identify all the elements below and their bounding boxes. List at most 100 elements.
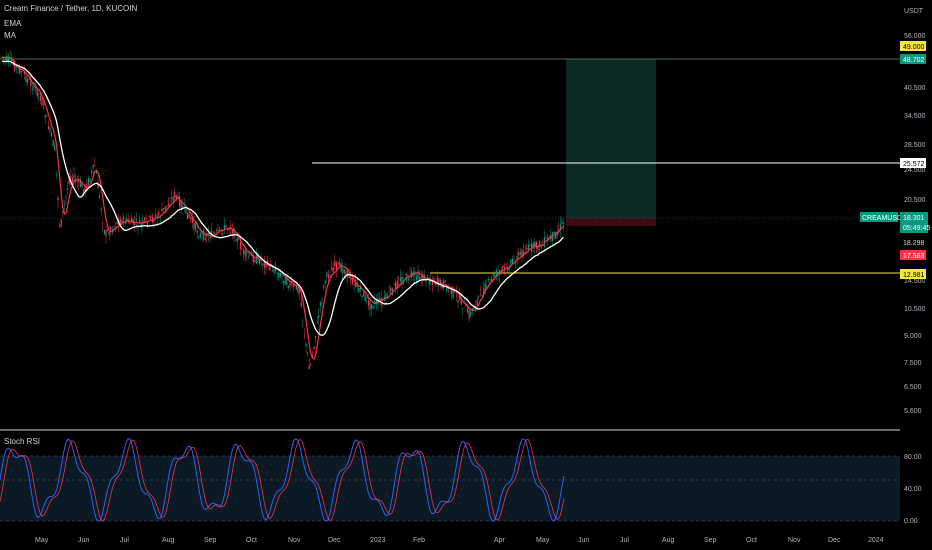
candle-body [33, 82, 35, 89]
candle-body [398, 283, 400, 285]
tag-48702[interactable]: 48.702 [900, 54, 926, 64]
candle-body [94, 165, 96, 167]
symbol-title[interactable]: Cream Finance / Tether, 1D, KUCOIN [4, 4, 138, 13]
candle-body [174, 191, 176, 199]
candle-body [59, 224, 61, 226]
svg-text:05:49:45: 05:49:45 [903, 225, 930, 232]
candlestick-series [1, 50, 565, 370]
candle-body [139, 220, 141, 223]
candle-body [209, 237, 211, 239]
yellow-level-tag[interactable]: 12.981 [900, 269, 926, 279]
candle-body [369, 301, 371, 310]
candle-body [334, 260, 336, 267]
time-label: May [35, 537, 49, 544]
candle-body [187, 212, 189, 220]
candle-body [340, 263, 342, 272]
candle-body [335, 262, 337, 271]
candle-body [83, 188, 85, 194]
candle-body [199, 232, 201, 237]
candle-body [111, 228, 113, 233]
candle-body [116, 221, 118, 224]
candle-body [399, 277, 401, 282]
stop-level-tag[interactable]: 17.563 [900, 250, 926, 260]
candle-body [502, 265, 504, 269]
candle-body [68, 178, 70, 185]
svg-text:18.298: 18.298 [903, 240, 925, 247]
candle-body [481, 295, 483, 297]
time-label: Jun [578, 537, 589, 544]
candle-body [455, 293, 457, 295]
candle-body [62, 211, 64, 213]
candle-body [155, 214, 157, 217]
candle-body [175, 195, 177, 199]
candle-body [468, 310, 470, 319]
stoch-rsi-legend[interactable]: Stoch RSI [4, 437, 41, 446]
symbol-tag[interactable]: CREAMUSDT [860, 212, 907, 222]
candle-body [425, 281, 427, 282]
candle-body [89, 178, 91, 182]
candle-body [457, 300, 459, 303]
candle-body [81, 184, 83, 188]
candle-body [204, 238, 206, 240]
candle-body [241, 248, 243, 250]
ma-legend[interactable]: MA [4, 31, 16, 40]
price-axis[interactable]: USDT 56.000 40.500 34.500 28.500 24.500 … [860, 8, 930, 525]
candle-body [513, 259, 515, 261]
candle-body [147, 221, 149, 226]
stoch-rsi-pane[interactable] [0, 438, 900, 522]
candle-body [143, 217, 145, 221]
last-price-tag[interactable]: 18.301 05:49:45 [900, 212, 930, 233]
candle-body [36, 89, 38, 97]
candle-body [313, 346, 315, 350]
candle-body [310, 364, 312, 366]
candle-body [73, 174, 75, 179]
candle-body [124, 222, 126, 225]
tag-49[interactable]: 49.000 [900, 41, 926, 51]
ema-legend[interactable]: EMA [4, 19, 22, 28]
time-label: Aug [662, 537, 675, 544]
long-position-stop-zone[interactable] [566, 218, 656, 226]
ma-value-tag: 18.298 [903, 240, 925, 247]
candle-body [540, 245, 542, 248]
candle-body [395, 282, 397, 290]
candle-body [215, 230, 217, 232]
candle-body [409, 272, 411, 274]
candle-body [91, 171, 93, 174]
candle-body [303, 335, 305, 337]
candle-body [350, 274, 352, 281]
candle-body [449, 291, 451, 292]
candle-body [428, 281, 430, 285]
candle-body [359, 285, 361, 290]
candle-body [526, 248, 528, 250]
candle-body [521, 249, 523, 257]
candle-body [532, 242, 534, 248]
candle-body [30, 81, 32, 87]
candle-body [483, 288, 485, 296]
candle-body [401, 277, 403, 284]
long-position-target-zone[interactable] [566, 59, 656, 218]
candle-body [31, 89, 33, 90]
candle-body [219, 227, 221, 229]
candle-body [255, 254, 257, 264]
candle-body [263, 260, 265, 268]
candle-body [286, 277, 288, 285]
candle-body [289, 282, 291, 287]
candle-body [545, 237, 547, 239]
candle-body [249, 252, 251, 255]
candle-body [251, 254, 253, 257]
time-axis[interactable]: May Jun Jul Aug Sep Oct Nov Dec 2023 Feb… [35, 537, 884, 544]
candle-body [206, 233, 208, 238]
candle-body [511, 258, 513, 264]
candle-body [223, 225, 225, 231]
candle-body [423, 274, 425, 281]
candle-body [371, 304, 373, 310]
candle-body [115, 226, 117, 228]
candle-body [179, 196, 181, 207]
candle-body [478, 295, 480, 297]
main-pane[interactable] [0, 50, 900, 370]
tag-25572[interactable]: 25.572 [900, 158, 926, 168]
candle-body [305, 343, 307, 347]
candle-body [239, 241, 241, 250]
candle-body [191, 217, 193, 223]
